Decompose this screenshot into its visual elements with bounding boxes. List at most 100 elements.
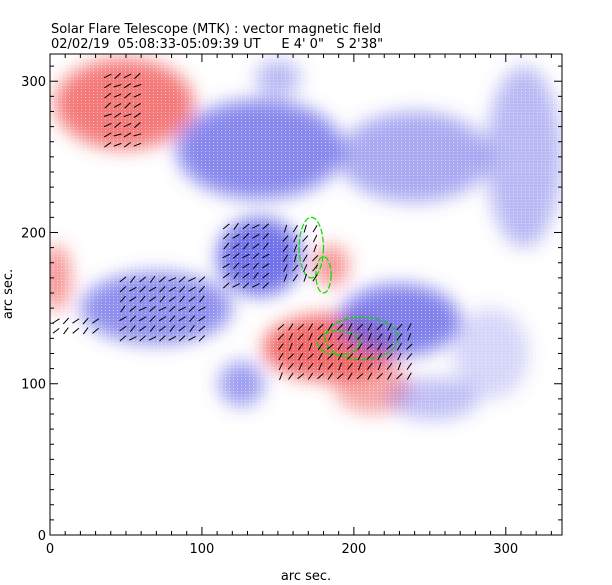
field-vector (123, 122, 132, 128)
y-tick-label: 0 (38, 529, 46, 544)
field-vector (397, 352, 402, 361)
field-vector (129, 325, 136, 332)
field-vector (169, 315, 176, 322)
field-vector (222, 263, 230, 269)
field-vector (377, 362, 382, 371)
field-vector (252, 283, 260, 288)
field-vector (386, 343, 393, 350)
field-vector (52, 327, 60, 334)
field-vector (283, 264, 288, 272)
field-vector (252, 233, 260, 239)
field-vector (188, 305, 196, 312)
field-vector (262, 242, 269, 250)
field-vector (188, 335, 196, 341)
field-vector (347, 323, 353, 331)
field-vector (386, 362, 393, 370)
field-vector (113, 84, 122, 88)
field-vector (377, 352, 382, 361)
field-vector (406, 362, 413, 370)
field-vector (357, 362, 362, 371)
field-vector (283, 273, 288, 282)
field-vector (159, 295, 166, 303)
x-axis-label: arc sec. (281, 569, 331, 584)
field-vector (222, 272, 230, 279)
field-vector (103, 73, 112, 79)
field-vector (387, 372, 393, 380)
field-vector (407, 323, 412, 331)
field-vector (367, 362, 373, 370)
field-vector (307, 353, 314, 360)
field-vector (168, 277, 177, 282)
field-vector (327, 372, 333, 380)
x-tick-label: 0 (46, 542, 54, 557)
field-vector (262, 233, 269, 240)
field-vector (198, 285, 205, 293)
field-vector (223, 242, 230, 250)
field-vector (367, 323, 373, 331)
field-vector (223, 233, 230, 240)
field-vector (149, 296, 157, 302)
field-vector (406, 372, 412, 380)
field-vector (298, 362, 303, 371)
field-vector (297, 343, 304, 351)
field-vector (119, 286, 127, 293)
field-vector (376, 333, 383, 341)
field-vector (188, 277, 196, 282)
field-vector (387, 332, 392, 341)
field-vector (119, 335, 127, 342)
field-vector (113, 103, 122, 108)
field-vector (222, 253, 231, 259)
field-vector (233, 222, 239, 230)
field-vector (189, 315, 196, 323)
field-vector (346, 353, 354, 360)
field-vector (313, 244, 317, 253)
field-vector (129, 286, 137, 292)
field-vector (317, 323, 324, 331)
field-vector (133, 112, 141, 118)
field-vector (356, 323, 364, 331)
field-vector (288, 333, 294, 341)
field-vector (317, 343, 324, 351)
field-vector (262, 263, 270, 269)
field-vector (189, 325, 195, 333)
field-vector (283, 254, 288, 262)
field-vector (376, 373, 383, 380)
x-tick-label: 300 (493, 542, 518, 557)
field-vector (288, 372, 294, 380)
contour-line (298, 216, 325, 279)
field-vector (292, 225, 298, 233)
field-vector (148, 286, 157, 292)
field-vector (282, 235, 289, 242)
field-vector (123, 83, 132, 89)
field-vector (63, 327, 69, 335)
field-vector (366, 353, 373, 360)
field-vector (120, 305, 126, 313)
field-vector (312, 264, 319, 272)
field-vector (396, 372, 403, 380)
field-vector (178, 276, 186, 283)
field-vector (103, 113, 112, 118)
field-vector (357, 352, 363, 361)
field-vector (288, 323, 294, 331)
field-vector (198, 276, 206, 283)
field-vector (198, 325, 206, 332)
field-vector (243, 242, 249, 250)
field-vector (133, 84, 142, 88)
field-vector (292, 274, 299, 282)
field-vector (159, 276, 166, 283)
field-vector (283, 224, 288, 233)
field-vector (318, 352, 323, 361)
field-vector (312, 225, 318, 233)
x-tick-label: 200 (341, 542, 366, 557)
field-vector (367, 332, 372, 341)
field-vector (179, 295, 186, 303)
field-vector (129, 296, 137, 302)
field-vector (158, 306, 167, 312)
field-vector (114, 112, 122, 118)
field-vector (169, 325, 176, 333)
field-vector (149, 325, 156, 332)
field-vector (303, 264, 308, 272)
field-vector (139, 335, 146, 342)
field-vector (287, 363, 294, 370)
